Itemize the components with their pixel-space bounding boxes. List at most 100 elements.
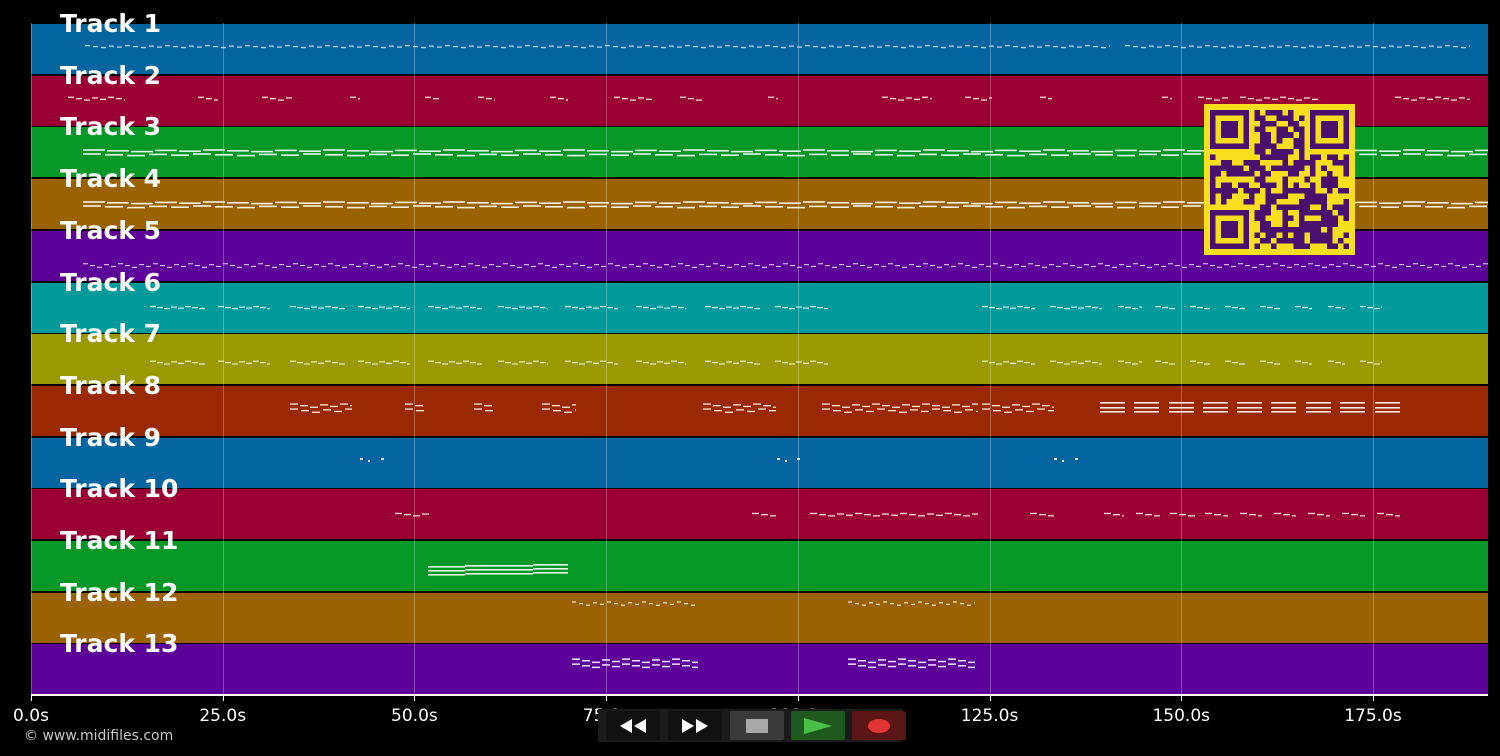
note — [400, 307, 406, 309]
note — [358, 306, 364, 308]
note — [692, 666, 698, 669]
track-lane[interactable] — [31, 24, 1488, 74]
note — [1395, 96, 1401, 98]
note — [945, 512, 952, 515]
note — [1326, 515, 1330, 517]
note — [981, 99, 987, 101]
note — [712, 307, 718, 309]
note — [1248, 98, 1254, 100]
note — [566, 265, 571, 267]
track-lane[interactable] — [31, 489, 1488, 540]
note — [1367, 307, 1373, 309]
note — [173, 46, 178, 48]
note — [796, 361, 802, 363]
track-lane[interactable] — [31, 644, 1488, 695]
note — [773, 406, 776, 408]
rewind-button[interactable] — [606, 711, 660, 740]
track-lane[interactable] — [31, 592, 1488, 643]
note — [149, 153, 167, 156]
note — [1381, 306, 1382, 308]
note — [837, 46, 842, 48]
note — [1077, 46, 1082, 48]
note — [919, 153, 937, 156]
note — [253, 46, 258, 48]
note — [1309, 45, 1314, 47]
note — [862, 405, 870, 408]
note — [101, 47, 106, 49]
note — [601, 265, 606, 267]
note — [1342, 363, 1345, 365]
note — [664, 264, 669, 266]
note — [370, 265, 375, 267]
note — [1295, 360, 1301, 362]
note — [932, 604, 936, 606]
note — [372, 308, 378, 310]
note — [897, 154, 915, 157]
note — [878, 659, 886, 661]
track-lane[interactable] — [31, 541, 1488, 591]
note — [290, 306, 296, 308]
note — [1364, 264, 1369, 266]
note — [1285, 45, 1290, 47]
note — [209, 264, 214, 266]
note — [790, 265, 795, 267]
note — [419, 264, 424, 266]
track-lane[interactable] — [31, 437, 1488, 488]
note — [1019, 150, 1041, 152]
note — [371, 150, 393, 153]
note — [307, 266, 312, 268]
note — [963, 205, 981, 207]
note — [422, 513, 429, 515]
note — [347, 206, 365, 209]
note — [1325, 45, 1330, 47]
note — [454, 264, 459, 266]
note — [688, 98, 694, 100]
note — [116, 98, 122, 100]
stop-button[interactable] — [730, 711, 784, 740]
note — [1105, 265, 1110, 267]
note — [1028, 263, 1033, 265]
note — [1205, 45, 1210, 47]
note — [1187, 150, 1209, 152]
note — [1161, 154, 1179, 156]
note — [1092, 362, 1098, 364]
note — [389, 45, 394, 47]
note — [1413, 263, 1418, 265]
note — [861, 47, 866, 49]
note — [416, 410, 424, 412]
note — [727, 266, 732, 268]
note — [1294, 264, 1299, 266]
note — [882, 405, 890, 407]
note — [653, 46, 658, 48]
note — [131, 202, 153, 205]
note — [232, 363, 238, 365]
note — [789, 363, 795, 365]
track-lane[interactable] — [31, 385, 1488, 436]
note — [916, 265, 921, 267]
note — [149, 45, 154, 47]
track-lane[interactable] — [31, 334, 1488, 385]
note — [1187, 202, 1209, 204]
note — [1451, 202, 1473, 205]
note — [965, 45, 970, 47]
note — [181, 265, 186, 267]
note — [1170, 98, 1172, 100]
note — [104, 264, 109, 266]
note — [602, 659, 610, 661]
note — [445, 45, 450, 47]
note — [848, 658, 856, 660]
note — [997, 46, 1002, 48]
track-lane[interactable] — [31, 282, 1488, 333]
note — [701, 47, 706, 49]
record-button[interactable] — [852, 711, 906, 740]
note — [349, 45, 354, 47]
fast-forward-button[interactable] — [668, 711, 722, 740]
tick-mark — [414, 695, 416, 701]
note — [1048, 98, 1052, 100]
note — [1302, 362, 1308, 364]
note — [713, 405, 721, 407]
note — [304, 308, 310, 310]
note — [157, 307, 163, 309]
note — [463, 306, 469, 308]
play-button[interactable] — [791, 711, 845, 740]
